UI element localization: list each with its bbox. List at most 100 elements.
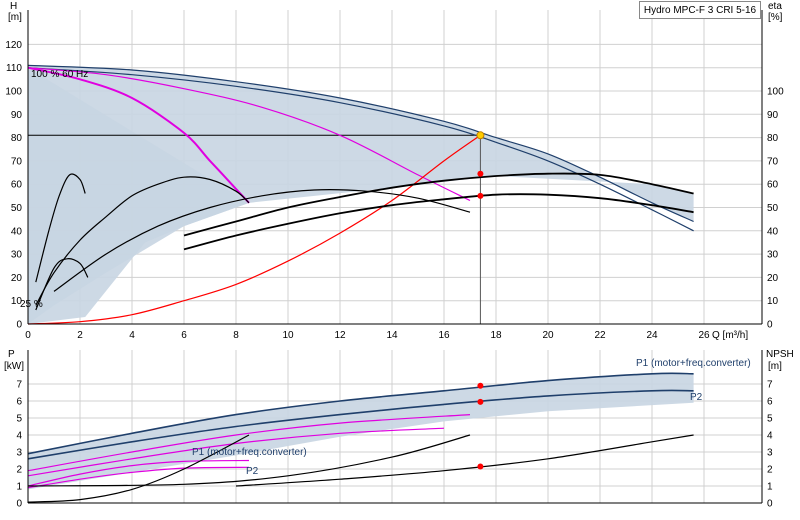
x-tick-label: 22 [594, 330, 606, 341]
p2-label-min: P2 [246, 466, 259, 477]
top-y-tick-label: 60 [11, 180, 23, 191]
bottom-y2-tick-label: 3 [767, 448, 773, 459]
top-y-tick-label: 100 [5, 87, 22, 98]
top-y2-tick-label: 100 [767, 87, 784, 98]
top-y2-tick-label: 60 [767, 180, 779, 191]
bottom-series-4 [27, 459, 250, 487]
bottom-series-5 [27, 466, 250, 489]
bottom-y-tick-label: 2 [16, 465, 22, 476]
top-y2-tick-label: 20 [767, 273, 779, 284]
top-y2-tick-label: 30 [767, 250, 779, 261]
bottom-y-tick-label: 6 [16, 397, 22, 408]
x-tick-label: 6 [181, 330, 187, 341]
x-tick-label: 12 [334, 330, 346, 341]
speed-min-label: 25 % [20, 299, 43, 310]
top-series-6 [183, 193, 694, 251]
p1-label-min: P1 (motor+freq.converter) [192, 447, 307, 458]
bottom-y-right-label: NPSH [766, 349, 794, 360]
top-series-7 [53, 189, 471, 292]
bottom-series-7 [27, 434, 471, 487]
top-y2-tick-label: 90 [767, 110, 779, 121]
bottom-y-tick-label: 5 [16, 414, 22, 425]
top-y-tick-label: 120 [5, 40, 22, 51]
bottom-series-1 [27, 389, 694, 460]
bottom-y2-tick-label: 7 [767, 380, 773, 391]
top-series-0 [27, 64, 694, 223]
top-series-9 [35, 173, 86, 283]
x-tick-label: 16 [438, 330, 450, 341]
top-y2-tick-label: 10 [767, 296, 779, 307]
top-series-4 [27, 134, 481, 325]
y-left-unit: [m] [8, 12, 22, 23]
top-series-5 [183, 172, 694, 237]
x-tick-label: 4 [129, 330, 135, 341]
top-series-1 [27, 67, 694, 232]
x-tick-label: 24 [646, 330, 658, 341]
bottom-y2-tick-label: 4 [767, 431, 773, 442]
top-y-tick-label: 90 [11, 110, 23, 121]
duty-point-p1 [477, 382, 484, 389]
bottom-series-3 [27, 427, 445, 477]
chart-title: Hydro MPC-F 3 CRI 5-16 [639, 1, 761, 19]
top-y-tick-label: 50 [11, 203, 23, 214]
duty-point-eta-pump [477, 170, 484, 177]
duty-point-p2 [477, 398, 484, 405]
speed-max-label: 100 % 60 Hz [31, 69, 88, 80]
top-series-3 [27, 66, 250, 204]
y-right-unit: [%] [768, 12, 783, 23]
x-tick-label: 26 [698, 330, 710, 341]
bottom-y-tick-label: 3 [16, 448, 22, 459]
top-series-2 [27, 67, 471, 202]
top-y-tick-label: 70 [11, 156, 23, 167]
top-y2-tick-label: 50 [767, 203, 779, 214]
top-y-tick-label: 110 [6, 63, 22, 74]
y-right-label: eta [768, 1, 782, 12]
head-envelope-lower [28, 67, 249, 324]
top-y-tick-label: 20 [11, 273, 23, 284]
bottom-y2-tick-label: 2 [767, 465, 773, 476]
bottom-y-tick-label: 0 [16, 499, 22, 510]
bottom-series-0 [27, 372, 694, 455]
p2-label-max: P2 [690, 392, 703, 403]
bottom-y-tick-label: 1 [16, 482, 22, 493]
x-axis-label: Q [m³/h] [712, 330, 748, 341]
head-envelope-area [28, 65, 694, 325]
duty-point-npsh [477, 463, 484, 470]
x-tick-label: 20 [542, 330, 554, 341]
bottom-y-right-unit: [m] [768, 361, 782, 372]
power-envelope-area [28, 373, 694, 490]
top-y2-tick-label: 80 [767, 133, 779, 144]
x-tick-label: 2 [77, 330, 83, 341]
bottom-y2-tick-label: 5 [767, 414, 773, 425]
top-y-tick-label: 80 [11, 133, 23, 144]
top-series-8 [35, 176, 250, 306]
top-y2-tick-label: 40 [767, 226, 779, 237]
top-y-tick-label: 40 [11, 226, 23, 237]
x-tick-label: 14 [386, 330, 398, 341]
top-series-10 [35, 258, 89, 311]
duty-point-head [476, 131, 485, 140]
x-tick-label: 8 [233, 330, 239, 341]
bottom-y-left-label: P [8, 349, 15, 360]
bottom-y2-tick-label: 6 [767, 397, 773, 408]
top-y-tick-label: 10 [11, 296, 23, 307]
y-left-label: H [10, 1, 17, 12]
top-y2-tick-label: 70 [767, 156, 779, 167]
x-tick-label: 18 [490, 330, 502, 341]
bottom-y-left-unit: [kW] [4, 361, 24, 372]
bottom-y-tick-label: 4 [16, 431, 22, 442]
bottom-y-tick-label: 7 [16, 380, 22, 391]
bottom-series-2 [27, 414, 471, 472]
x-tick-label: 10 [282, 330, 294, 341]
x-tick-label: 0 [25, 330, 31, 341]
bottom-series-6 [27, 434, 250, 503]
top-y2-tick-label: 0 [767, 320, 773, 331]
bottom-y2-tick-label: 1 [767, 482, 773, 493]
bottom-y2-tick-label: 0 [767, 499, 773, 510]
duty-point-eta-total [477, 192, 484, 199]
p1-label-max: P1 (motor+freq.converter) [636, 358, 751, 369]
top-y-tick-label: 30 [11, 250, 23, 261]
top-y-tick-label: 0 [16, 320, 22, 331]
